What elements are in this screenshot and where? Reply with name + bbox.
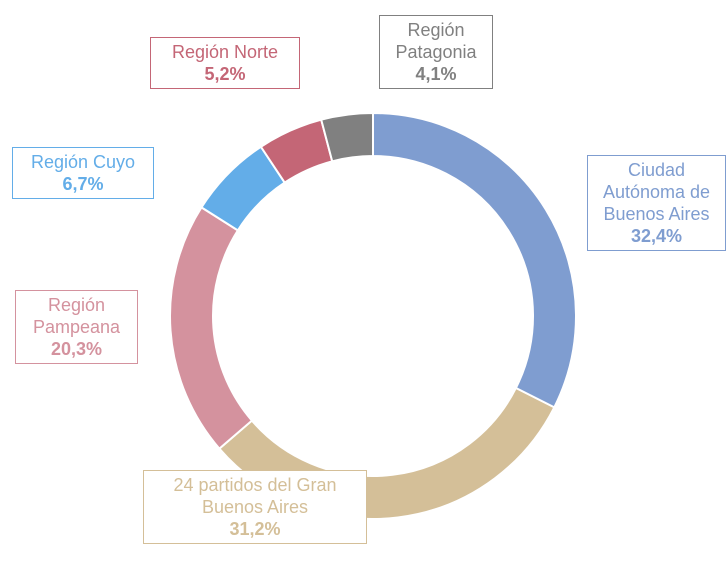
data-label: Región Patagonia 4,1% [379,15,493,89]
donut-slice [372,111,577,409]
label-value: 6,7% [62,174,104,194]
label-name: Ciudad Autónoma de Buenos Aires [602,160,711,224]
label-value: 32,4% [630,226,683,246]
label-name: 24 partidos del Gran Buenos Aires [173,475,337,517]
data-label: Región Cuyo 6,7% [12,147,154,199]
data-label: Ciudad Autónoma de Buenos Aires 32,4% [587,155,726,251]
data-label: Región Norte 5,2% [150,37,300,89]
data-label: Región Pampeana 20,3% [15,290,138,364]
label-name: Región Pampeana [32,295,121,337]
label-value: 31,2% [229,519,281,539]
label-value: 4,1% [415,64,457,84]
label-name: Región Norte [171,42,279,62]
label-value: 20,3% [50,339,103,359]
donut-slice [169,206,254,451]
label-name: Región Patagonia [395,20,477,62]
label-value: 5,2% [204,64,246,84]
data-label: 24 partidos del Gran Buenos Aires 31,2% [143,470,367,544]
label-name: Región Cuyo [30,152,136,172]
donut-slice [320,111,374,163]
